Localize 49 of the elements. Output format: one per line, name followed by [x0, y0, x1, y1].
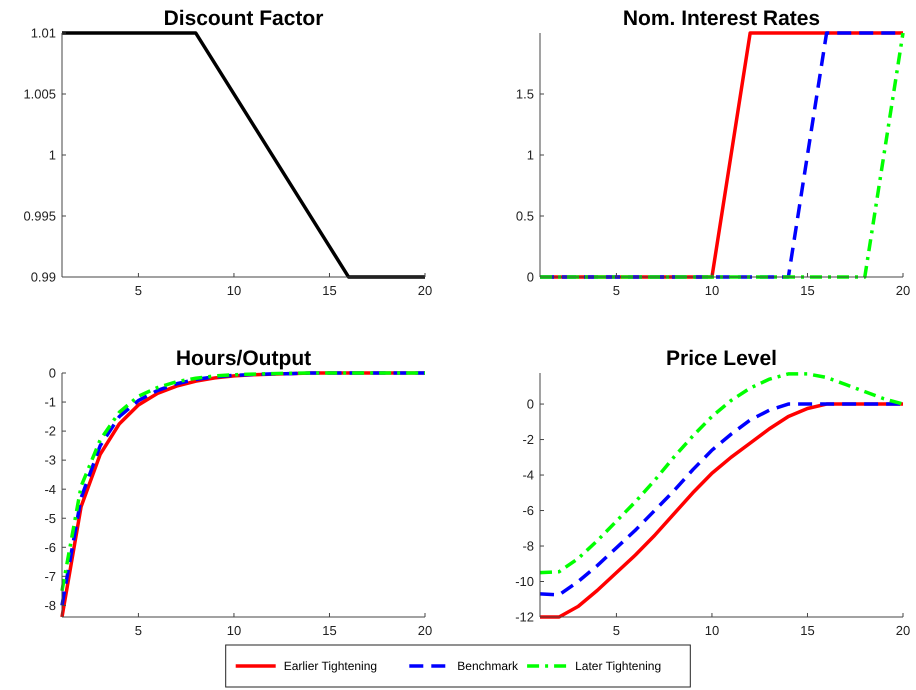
y-tick-label: -4: [44, 482, 56, 497]
x-tick-label: 10: [226, 283, 242, 298]
x-tick-label: 5: [612, 623, 620, 638]
x-tick-label: 10: [704, 283, 720, 298]
y-tick-label: -7: [44, 568, 56, 584]
x-tick-label: 15: [322, 283, 337, 298]
x-tick-label: 15: [800, 623, 815, 638]
chart-title: Discount Factor: [164, 7, 324, 30]
x-tick-label: 15: [322, 623, 337, 638]
chart-title: Hours/Output: [176, 347, 312, 370]
y-tick-label: -5: [44, 510, 56, 526]
x-tick-label: 20: [896, 283, 910, 298]
y-tick-label: 0.5: [516, 208, 534, 224]
x-tick-label: 5: [134, 623, 142, 638]
legend-label: Later Tightening: [575, 659, 662, 674]
y-tick-label: 0.99: [30, 270, 56, 285]
y-tick-label: -1: [44, 394, 56, 410]
y-tick-label: -2: [522, 432, 534, 448]
x-tick-label: 10: [226, 623, 242, 638]
chart-title: Price Level: [666, 347, 777, 370]
legend-label: Benchmark: [457, 659, 519, 674]
y-tick-label: 0: [526, 270, 534, 285]
x-tick-label: 5: [134, 283, 142, 298]
x-tick-label: 15: [800, 283, 815, 298]
y-tick-label: 0: [48, 366, 56, 381]
y-tick-label: -8: [44, 598, 56, 613]
y-tick-label: 0: [526, 396, 534, 412]
x-tick-label: 5: [612, 283, 620, 298]
y-tick-label: 0.995: [23, 208, 56, 224]
y-tick-label: -3: [44, 452, 56, 468]
x-tick-label: 10: [704, 623, 720, 638]
line-series: [60, 31, 427, 279]
y-tick-label: 1.5: [516, 86, 534, 102]
y-tick-label: -6: [522, 503, 534, 518]
y-tick-label: -4: [522, 468, 534, 483]
y-tick-label: 1.005: [23, 86, 56, 102]
y-tick-label: -6: [44, 540, 56, 555]
legend-label: Earlier Tightening: [284, 659, 378, 674]
x-tick-label: 20: [418, 283, 432, 298]
y-tick-label: 1.01: [30, 26, 56, 41]
y-tick-label: 1: [48, 148, 56, 163]
y-tick-label: -8: [522, 538, 534, 554]
y-tick-label: -10: [515, 574, 534, 590]
y-tick-label: 1: [526, 148, 534, 163]
x-tick-label: 20: [418, 623, 432, 638]
x-tick-label: 20: [896, 623, 910, 638]
y-tick-label: -12: [515, 610, 534, 625]
y-tick-label: -2: [44, 424, 56, 439]
chart-title: Nom. Interest Rates: [622, 7, 820, 30]
